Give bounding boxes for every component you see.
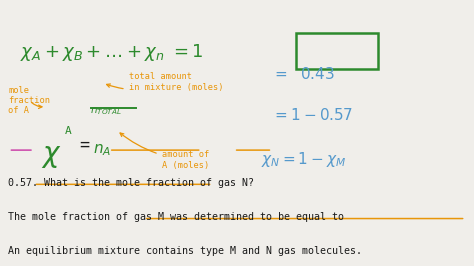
Text: total amount
in mixture (moles): total amount in mixture (moles) — [107, 72, 223, 92]
Text: $n_{TOTAL}$: $n_{TOTAL}$ — [90, 105, 122, 117]
Text: $\chi_N = 1 - \chi_M$: $\chi_N = 1 - \chi_M$ — [261, 150, 346, 169]
Text: A: A — [64, 126, 71, 136]
Text: amount of
A (moles): amount of A (moles) — [120, 133, 209, 169]
Text: $\chi$: $\chi$ — [41, 142, 62, 170]
Text: 0.57. What is the mole fraction of gas N?: 0.57. What is the mole fraction of gas N… — [9, 178, 255, 188]
Text: $=$: $=$ — [273, 66, 289, 81]
Text: The mole fraction of gas M was determined to be equal to: The mole fraction of gas M was determine… — [9, 212, 345, 222]
Bar — [296, 33, 378, 69]
Text: $\chi_A + \chi_B + \ldots + \chi_n\ = 1$: $\chi_A + \chi_B + \ldots + \chi_n\ = 1$ — [20, 42, 204, 63]
Text: $n_A$: $n_A$ — [93, 142, 111, 158]
Text: An equilibrium mixture contains type M and N gas molecules.: An equilibrium mixture contains type M a… — [9, 246, 363, 256]
Text: mole
fraction
of A: mole fraction of A — [9, 86, 50, 115]
Text: =: = — [79, 136, 89, 154]
Text: $0.43$: $0.43$ — [300, 66, 335, 82]
Text: $= 1 - 0.57$: $= 1 - 0.57$ — [273, 107, 353, 123]
